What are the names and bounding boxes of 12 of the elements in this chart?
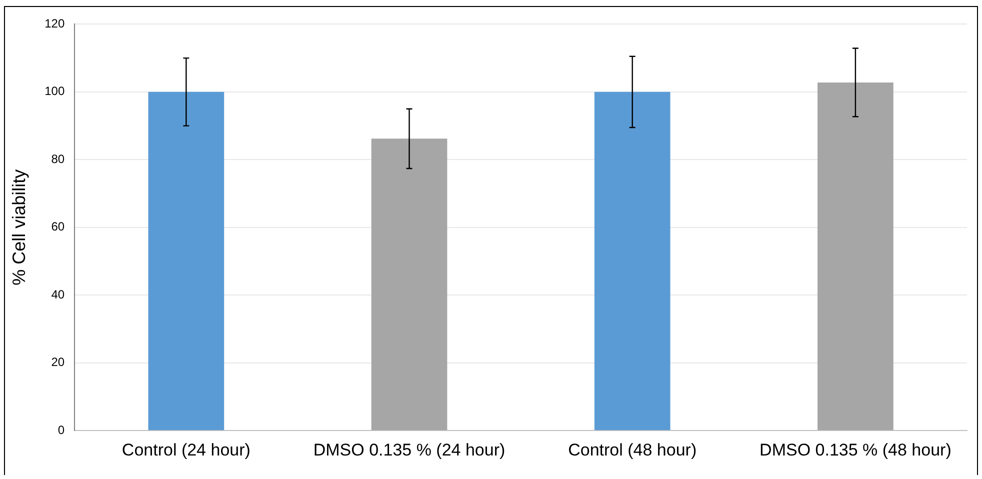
y-axis-title: % Cell viability [8,169,29,286]
y-tick-label: 60 [51,220,65,234]
y-tick-label: 0 [58,422,65,437]
x-tick-label: Control (48 hour) [568,440,697,460]
y-tick-label: 100 [44,84,65,98]
y-tick-label: 40 [51,287,65,302]
x-tick-label: DMSO 0.135 % (24 hour) [313,440,506,460]
y-tick-label: 80 [51,152,65,166]
x-tick-label: Control (24 hour) [122,440,250,460]
y-tick-label: 120 [44,16,65,31]
y-tick-label: 20 [51,355,65,370]
x-tick-label: DMSO 0.135 % (48 hour) [760,440,952,460]
